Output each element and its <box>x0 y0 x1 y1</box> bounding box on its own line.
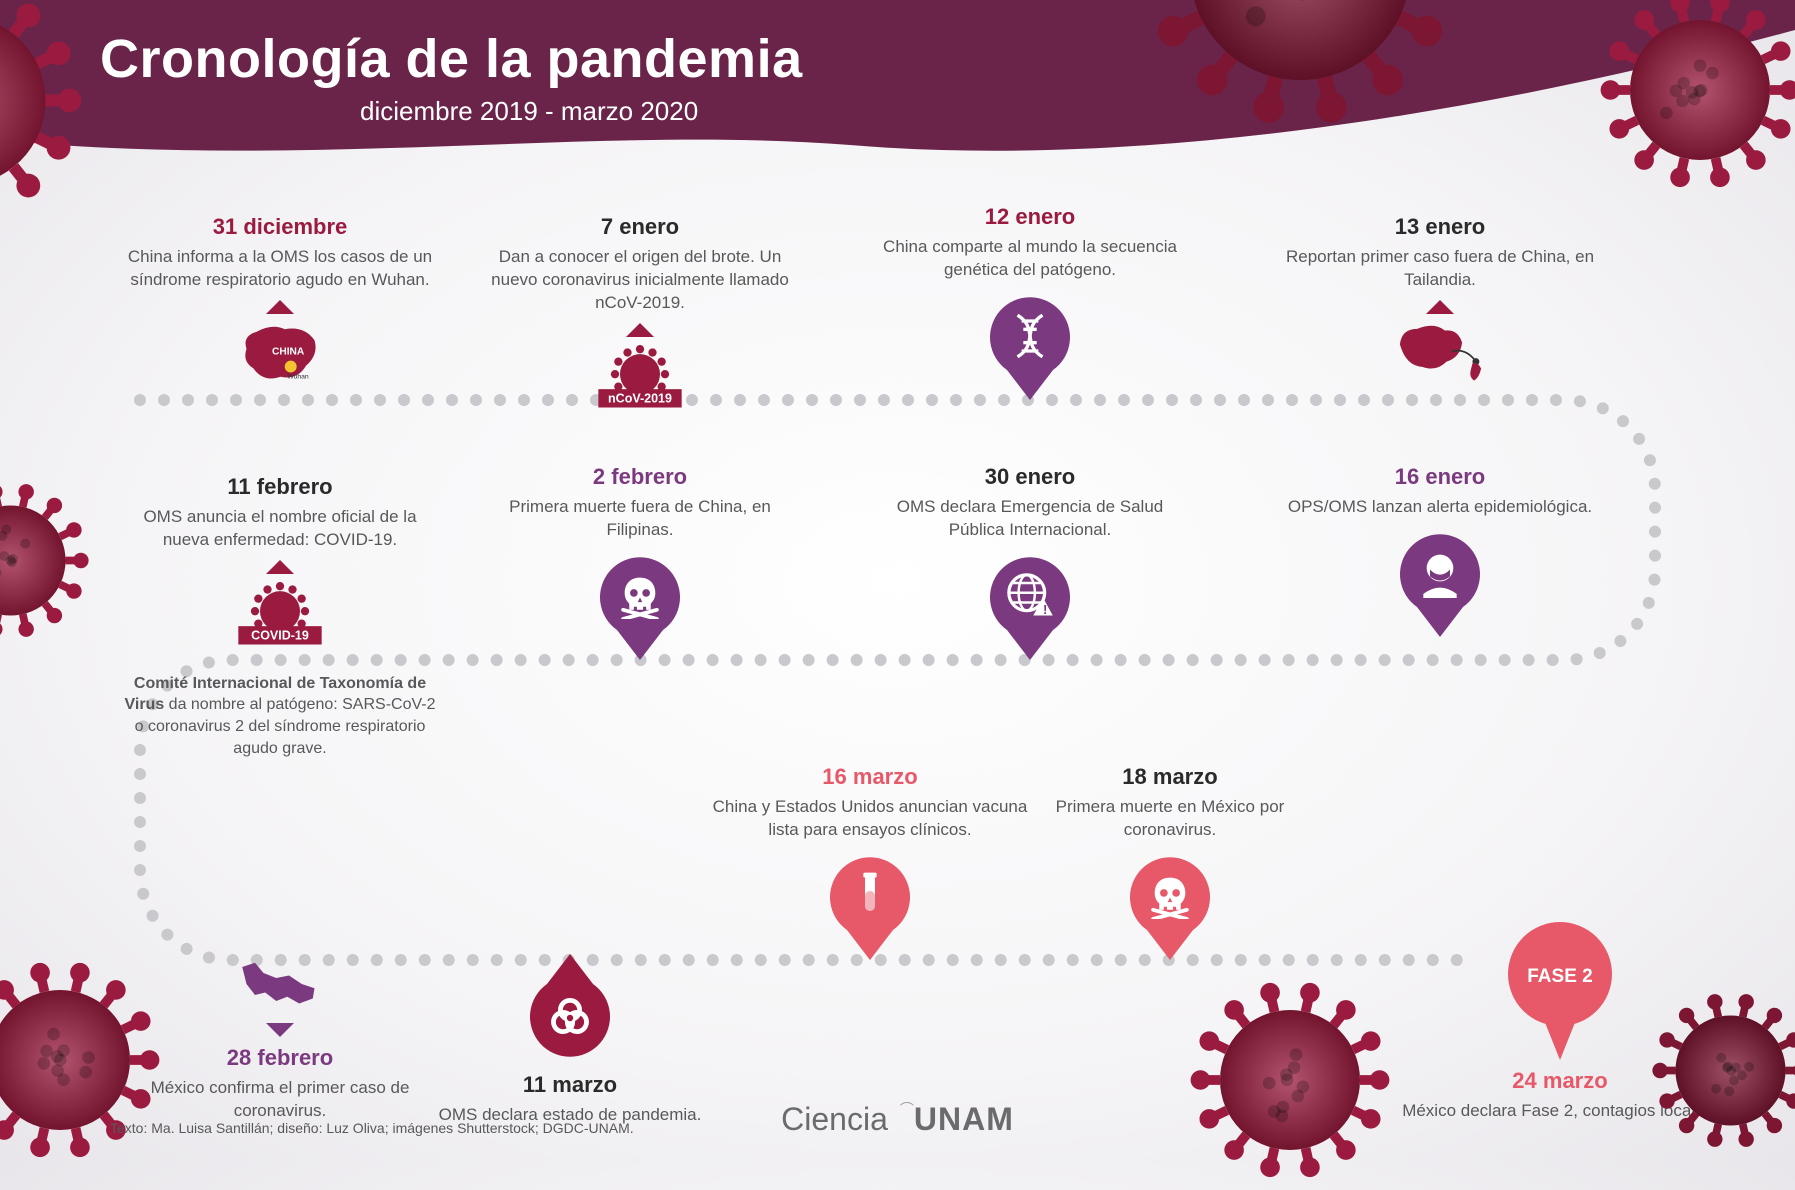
china-map-icon: CHINA Wuhan <box>120 318 440 393</box>
event-pin: CHINA Wuhan <box>120 300 440 393</box>
credits-text: Texto: Ma. Luisa Santillán; diseño: Luz … <box>110 1120 634 1136</box>
timeline-event: 16 enero OPS/OMS lanzan alerta epidemiol… <box>1280 464 1600 637</box>
skull-icon <box>610 566 670 626</box>
header: Cronología de la pandemia diciembre 2019… <box>0 0 1795 140</box>
event-desc: China y Estados Unidos anuncian vacuna l… <box>710 796 1030 842</box>
event-extra: Comité Internacional de Taxonomía de Vir… <box>120 673 440 759</box>
svg-text:!: ! <box>1043 602 1047 617</box>
svg-text:Wuhan: Wuhan <box>287 373 309 380</box>
dna-icon <box>1000 306 1060 366</box>
logo-left: Ciencia <box>781 1101 888 1138</box>
mexico-map-icon <box>120 954 440 1019</box>
event-pin: COVID-19 <box>120 560 440 661</box>
event-date: 11 febrero <box>120 474 440 500</box>
event-text: 31 diciembre China informa a la OMS los … <box>120 214 440 292</box>
event-desc: México confirma el primer caso de corona… <box>120 1077 440 1123</box>
event-pin <box>870 290 1190 400</box>
event-text: 11 marzo OMS declara estado de pandemia. <box>410 1072 730 1127</box>
skull-icon <box>1140 866 1200 926</box>
event-text: 18 marzo Primera muerte en México por co… <box>1010 764 1330 842</box>
event-text: 12 enero China comparte al mundo la secu… <box>870 204 1190 282</box>
event-text: 16 enero OPS/OMS lanzan alerta epidemiol… <box>1280 464 1600 519</box>
event-text: 7 enero Dan a conocer el origen del brot… <box>480 214 800 315</box>
event-date: 30 enero <box>870 464 1190 490</box>
event-date: 2 febrero <box>480 464 800 490</box>
timeline-event: 11 marzo OMS declara estado de pandemia. <box>410 954 730 1127</box>
timeline-event: 12 enero China comparte al mundo la secu… <box>870 204 1190 400</box>
logo-swoosh-icon: ⌒ <box>900 1099 914 1119</box>
logo-right: UNAM <box>914 1101 1014 1138</box>
timeline-event: 13 enero Reportan primer caso fuera de C… <box>1280 214 1600 393</box>
event-text: 11 febrero OMS anuncia el nombre oficial… <box>120 474 440 552</box>
event-text: 16 marzo China y Estados Unidos anuncian… <box>710 764 1030 842</box>
event-text: 2 febrero Primera muerte fuera de China,… <box>480 464 800 542</box>
timeline-event: 11 febrero OMS anuncia el nombre oficial… <box>120 474 440 759</box>
timeline-event: 31 diciembre China informa a la OMS los … <box>120 214 440 393</box>
mask-person-icon <box>1410 543 1470 603</box>
timeline-event: 2 febrero Primera muerte fuera de China,… <box>480 464 800 660</box>
timeline-event: 7 enero Dan a conocer el origen del brot… <box>480 214 800 424</box>
virus-decoration-icon <box>0 478 93 648</box>
event-pin <box>1010 850 1330 960</box>
event-date: 16 marzo <box>710 764 1030 790</box>
virus-decoration-icon <box>1185 975 1395 1190</box>
timeline-event: 18 marzo Primera muerte en México por co… <box>1010 764 1330 960</box>
virus-label-icon: nCoV-2019 <box>480 341 800 424</box>
event-pin <box>1280 300 1600 393</box>
page-subtitle: diciembre 2019 - marzo 2020 <box>360 96 1795 127</box>
event-desc: Primera muerte en México por coronavirus… <box>1010 796 1330 842</box>
event-pin: ! <box>870 550 1190 660</box>
event-pin <box>1280 527 1600 637</box>
event-desc: OPS/OMS lanzan alerta epidemiológica. <box>1280 496 1600 519</box>
event-pin <box>120 954 440 1037</box>
event-date: 18 marzo <box>1010 764 1330 790</box>
svg-text:CHINA: CHINA <box>272 347 305 358</box>
globe-alert-icon: ! <box>1000 566 1060 626</box>
event-pin <box>480 550 800 660</box>
test-tube-icon <box>840 866 900 926</box>
event-desc: OMS anuncia el nombre oficial de la nuev… <box>120 506 440 552</box>
virus-label-icon: COVID-19 <box>120 578 440 661</box>
timeline-event: 28 febrero México confirma el primer cas… <box>120 954 440 1123</box>
event-desc: OMS declara Emergencia de Salud Pública … <box>870 496 1190 542</box>
event-text: 28 febrero México confirma el primer cas… <box>120 1045 440 1123</box>
timeline-event: 16 marzo China y Estados Unidos anuncian… <box>710 764 1030 960</box>
event-desc: Dan a conocer el origen del brote. Un nu… <box>480 246 800 315</box>
event-pin: nCoV-2019 <box>480 323 800 424</box>
event-text: 30 enero OMS declara Emergencia de Salud… <box>870 464 1190 542</box>
timeline-event: 30 enero OMS declara Emergencia de Salud… <box>870 464 1190 660</box>
event-date: 28 febrero <box>120 1045 440 1071</box>
event-date: 12 enero <box>870 204 1190 230</box>
event-date: 11 marzo <box>410 1072 730 1098</box>
event-desc: China informa a la OMS los casos de un s… <box>120 246 440 292</box>
event-date: 7 enero <box>480 214 800 240</box>
svg-text:nCoV-2019: nCoV-2019 <box>608 391 672 405</box>
header-bg-shape <box>0 0 1795 180</box>
svg-text:COVID-19: COVID-19 <box>251 628 309 642</box>
virus-decoration-icon <box>1648 988 1795 1158</box>
biohazard-icon <box>540 988 600 1048</box>
event-pin <box>410 954 730 1064</box>
page-title: Cronología de la pandemia <box>100 28 1795 90</box>
virus-decoration-icon <box>0 955 165 1170</box>
event-desc: Primera muerte fuera de China, en Filipi… <box>480 496 800 542</box>
ciencia-unam-logo: Ciencia ⌒ UNAM <box>781 1101 1014 1138</box>
event-pin <box>710 850 1030 960</box>
virus-decoration-icon <box>0 0 88 233</box>
event-date: 16 enero <box>1280 464 1600 490</box>
event-text: 13 enero Reportan primer caso fuera de C… <box>1280 214 1600 292</box>
event-date: 31 diciembre <box>120 214 440 240</box>
china-thailand-icon <box>1280 318 1600 393</box>
event-desc: China comparte al mundo la secuencia gen… <box>870 236 1190 282</box>
event-date: 13 enero <box>1280 214 1600 240</box>
svg-text:FASE 2: FASE 2 <box>1527 966 1592 987</box>
event-desc: Reportan primer caso fuera de China, en … <box>1280 246 1600 292</box>
